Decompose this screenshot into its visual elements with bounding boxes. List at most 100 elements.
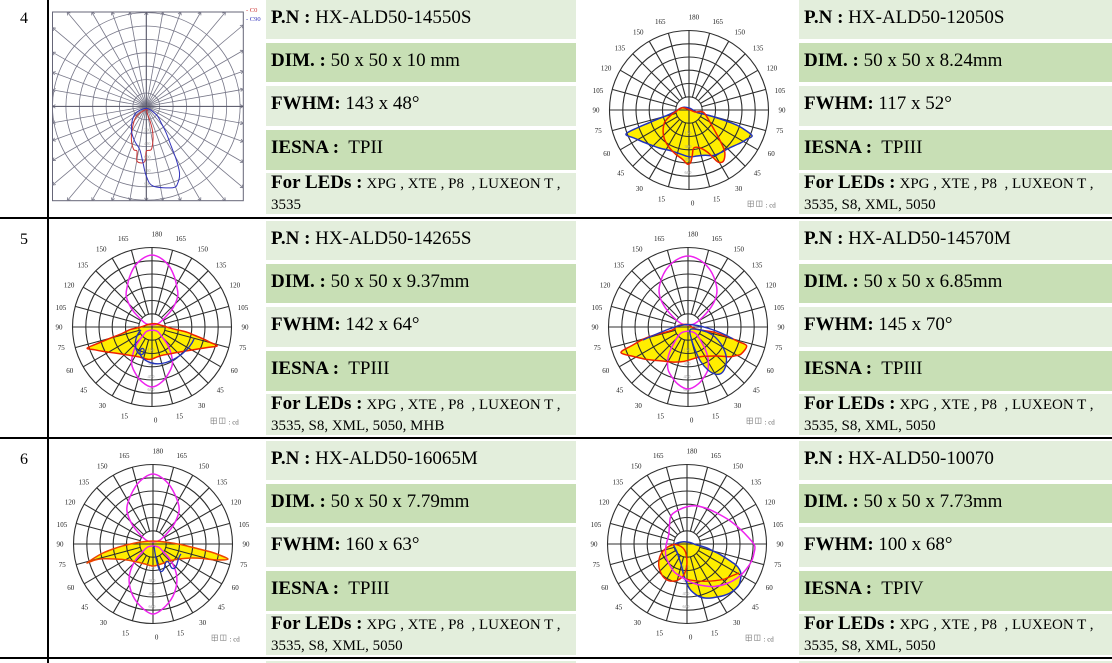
svg-text:90: 90 <box>779 107 787 115</box>
svg-text:150: 150 <box>733 246 744 254</box>
svg-text:15: 15 <box>176 412 184 420</box>
svg-text:30: 30 <box>735 186 743 194</box>
svg-text:30: 30 <box>100 619 108 627</box>
svg-text:150: 150 <box>631 462 642 470</box>
svg-text:450: 450 <box>683 374 691 379</box>
svg-text:150: 150 <box>685 131 693 136</box>
svg-text:150: 150 <box>632 246 643 254</box>
svg-text:120: 120 <box>767 65 778 73</box>
svg-text:0: 0 <box>153 416 157 424</box>
svg-text:30: 30 <box>634 402 642 410</box>
svg-text:30: 30 <box>199 619 207 627</box>
svg-text:135: 135 <box>77 261 88 269</box>
svg-text:60: 60 <box>602 367 610 375</box>
svg-text:105: 105 <box>591 304 602 312</box>
svg-text:300: 300 <box>685 144 693 149</box>
svg-text:300: 300 <box>149 577 157 582</box>
svg-text:60: 60 <box>601 583 609 591</box>
svg-text:90: 90 <box>243 540 251 548</box>
svg-text:150: 150 <box>197 246 208 254</box>
svg-text:165: 165 <box>655 18 666 26</box>
svg-text:105: 105 <box>239 521 250 529</box>
svg-text:30: 30 <box>734 402 742 410</box>
svg-text:45: 45 <box>216 387 224 395</box>
svg-text:105: 105 <box>57 521 68 529</box>
svg-text:750: 750 <box>144 168 150 173</box>
svg-text:105: 105 <box>591 521 602 529</box>
svg-text:- C90: - C90 <box>246 16 261 23</box>
svg-text:15: 15 <box>657 412 665 420</box>
svg-text:75: 75 <box>776 127 784 135</box>
svg-text:450: 450 <box>683 591 691 596</box>
svg-text:105: 105 <box>593 88 604 96</box>
svg-text:120: 120 <box>229 281 240 289</box>
svg-text:15: 15 <box>712 412 720 420</box>
svg-text:180: 180 <box>153 447 164 455</box>
svg-text:30: 30 <box>98 402 106 410</box>
svg-text:450: 450 <box>149 591 157 596</box>
svg-text:75: 75 <box>593 561 601 569</box>
svg-text:165: 165 <box>653 452 664 460</box>
svg-text:600: 600 <box>685 171 693 176</box>
svg-text:135: 135 <box>79 478 90 486</box>
svg-text:135: 135 <box>613 261 624 269</box>
svg-text:165: 165 <box>710 452 721 460</box>
svg-text:135: 135 <box>751 478 762 486</box>
svg-text:150: 150 <box>147 348 155 353</box>
svg-text:120: 120 <box>65 498 76 506</box>
svg-text:60: 60 <box>232 583 240 591</box>
svg-text:30: 30 <box>634 619 642 627</box>
svg-text:150: 150 <box>633 29 644 37</box>
svg-text:45: 45 <box>218 603 226 611</box>
svg-text:60: 60 <box>66 367 74 375</box>
svg-text:900: 900 <box>144 181 150 186</box>
svg-text:75: 75 <box>595 127 603 135</box>
svg-text:90: 90 <box>591 540 599 548</box>
svg-text:60: 60 <box>603 150 611 158</box>
svg-text:120: 120 <box>599 498 610 506</box>
svg-text:135: 135 <box>613 478 624 486</box>
svg-text:45: 45 <box>752 603 760 611</box>
svg-text:90: 90 <box>55 324 63 332</box>
svg-text:30: 30 <box>636 186 644 194</box>
svg-text:135: 135 <box>751 261 762 269</box>
svg-text:150: 150 <box>149 564 157 569</box>
svg-text:135: 135 <box>215 261 226 269</box>
svg-text:600: 600 <box>144 155 150 160</box>
svg-text:60: 60 <box>67 583 75 591</box>
svg-text:90: 90 <box>241 324 249 332</box>
svg-text:105: 105 <box>773 304 784 312</box>
svg-text:45: 45 <box>615 603 623 611</box>
svg-text:60: 60 <box>768 150 776 158</box>
svg-text:60: 60 <box>230 367 238 375</box>
svg-text:135: 135 <box>217 478 228 486</box>
svg-text:45: 45 <box>617 170 625 178</box>
svg-text:120: 120 <box>231 498 242 506</box>
svg-text:0: 0 <box>155 633 159 641</box>
svg-text:60: 60 <box>766 583 774 591</box>
svg-text:150: 150 <box>97 462 108 470</box>
svg-text:300: 300 <box>144 128 150 133</box>
svg-text:165: 165 <box>654 235 665 243</box>
svg-text:: cd: : cd <box>228 419 239 427</box>
svg-text:75: 75 <box>774 561 782 569</box>
svg-text:120: 120 <box>765 281 776 289</box>
svg-text:75: 75 <box>593 344 601 352</box>
svg-text:150: 150 <box>734 29 745 37</box>
svg-text:: cd: : cd <box>764 419 775 427</box>
svg-text:15: 15 <box>711 629 719 637</box>
svg-text:600: 600 <box>683 604 691 609</box>
svg-text:90: 90 <box>57 540 65 548</box>
svg-text:165: 165 <box>119 452 130 460</box>
svg-text:45: 45 <box>80 387 88 395</box>
svg-text:120: 120 <box>765 498 776 506</box>
svg-text:165: 165 <box>118 235 129 243</box>
svg-text:150: 150 <box>683 348 691 353</box>
svg-text:135: 135 <box>753 45 764 53</box>
svg-text:45: 45 <box>81 603 89 611</box>
svg-text:45: 45 <box>616 387 624 395</box>
svg-text:45: 45 <box>752 387 760 395</box>
svg-text:15: 15 <box>656 629 664 637</box>
svg-text:75: 75 <box>240 561 248 569</box>
svg-text:15: 15 <box>177 629 185 637</box>
